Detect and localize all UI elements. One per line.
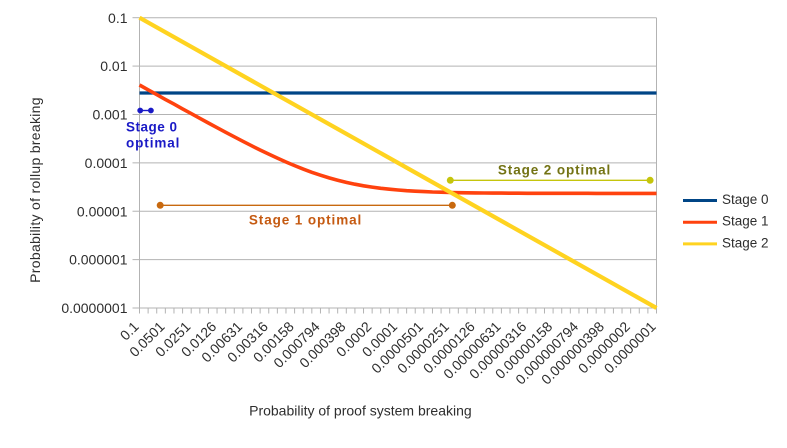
svg-text:0.0000001: 0.0000001 <box>61 300 127 316</box>
svg-text:Stage 2: Stage 2 <box>722 235 769 250</box>
svg-text:0.1: 0.1 <box>108 10 128 26</box>
svg-text:0.000001: 0.000001 <box>69 252 128 268</box>
svg-text:Stage 2 optimal: Stage 2 optimal <box>498 163 611 178</box>
svg-text:Stage 0: Stage 0 <box>722 192 769 207</box>
svg-text:Probability of proof system br: Probability of proof system breaking <box>249 403 472 419</box>
svg-text:0.001: 0.001 <box>92 107 127 123</box>
svg-text:Stage 1: Stage 1 <box>722 214 769 229</box>
svg-text:0.0001: 0.0001 <box>85 155 128 171</box>
svg-text:optimal: optimal <box>126 136 180 151</box>
svg-text:Stage 1 optimal: Stage 1 optimal <box>249 213 362 228</box>
svg-text:Probability of rollup breaking: Probability of rollup breaking <box>27 97 43 283</box>
svg-text:Stage 0: Stage 0 <box>126 120 178 135</box>
svg-text:0.01: 0.01 <box>100 58 127 74</box>
svg-text:0.00001: 0.00001 <box>77 203 128 219</box>
